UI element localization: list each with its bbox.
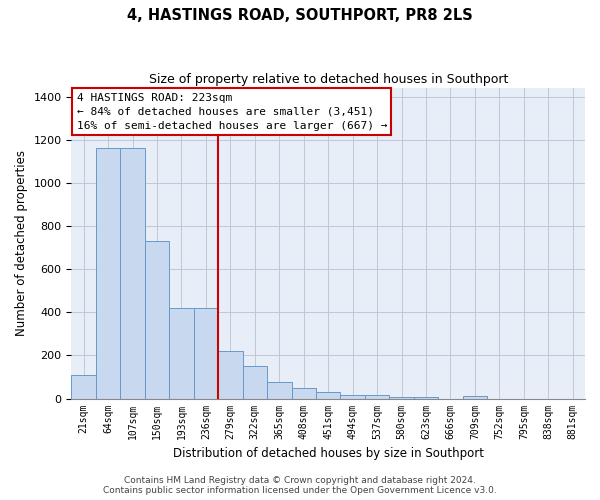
Bar (365, 394, 389, 398)
Title: Size of property relative to detached houses in Southport: Size of property relative to detached ho… (149, 72, 508, 86)
Bar (340, 394, 365, 398)
Bar (292, 388, 316, 398)
Bar (242, 366, 267, 398)
Text: 4 HASTINGS ROAD: 223sqm
← 84% of detached houses are smaller (3,451)
16% of semi: 4 HASTINGS ROAD: 223sqm ← 84% of detache… (77, 92, 387, 130)
Bar (121, 148, 145, 398)
Y-axis label: Number of detached properties: Number of detached properties (15, 150, 28, 336)
Bar (71, 376, 96, 398)
Bar (218, 351, 242, 399)
Bar (267, 382, 292, 398)
Text: 4, HASTINGS ROAD, SOUTHPORT, PR8 2LS: 4, HASTINGS ROAD, SOUTHPORT, PR8 2LS (127, 8, 473, 22)
X-axis label: Distribution of detached houses by size in Southport: Distribution of detached houses by size … (173, 447, 484, 460)
Bar (316, 392, 340, 398)
Bar (169, 308, 194, 398)
Bar (463, 396, 487, 398)
Bar (194, 308, 218, 398)
Bar (96, 148, 121, 398)
Text: Contains HM Land Registry data © Crown copyright and database right 2024.
Contai: Contains HM Land Registry data © Crown c… (103, 476, 497, 495)
Bar (145, 241, 169, 398)
